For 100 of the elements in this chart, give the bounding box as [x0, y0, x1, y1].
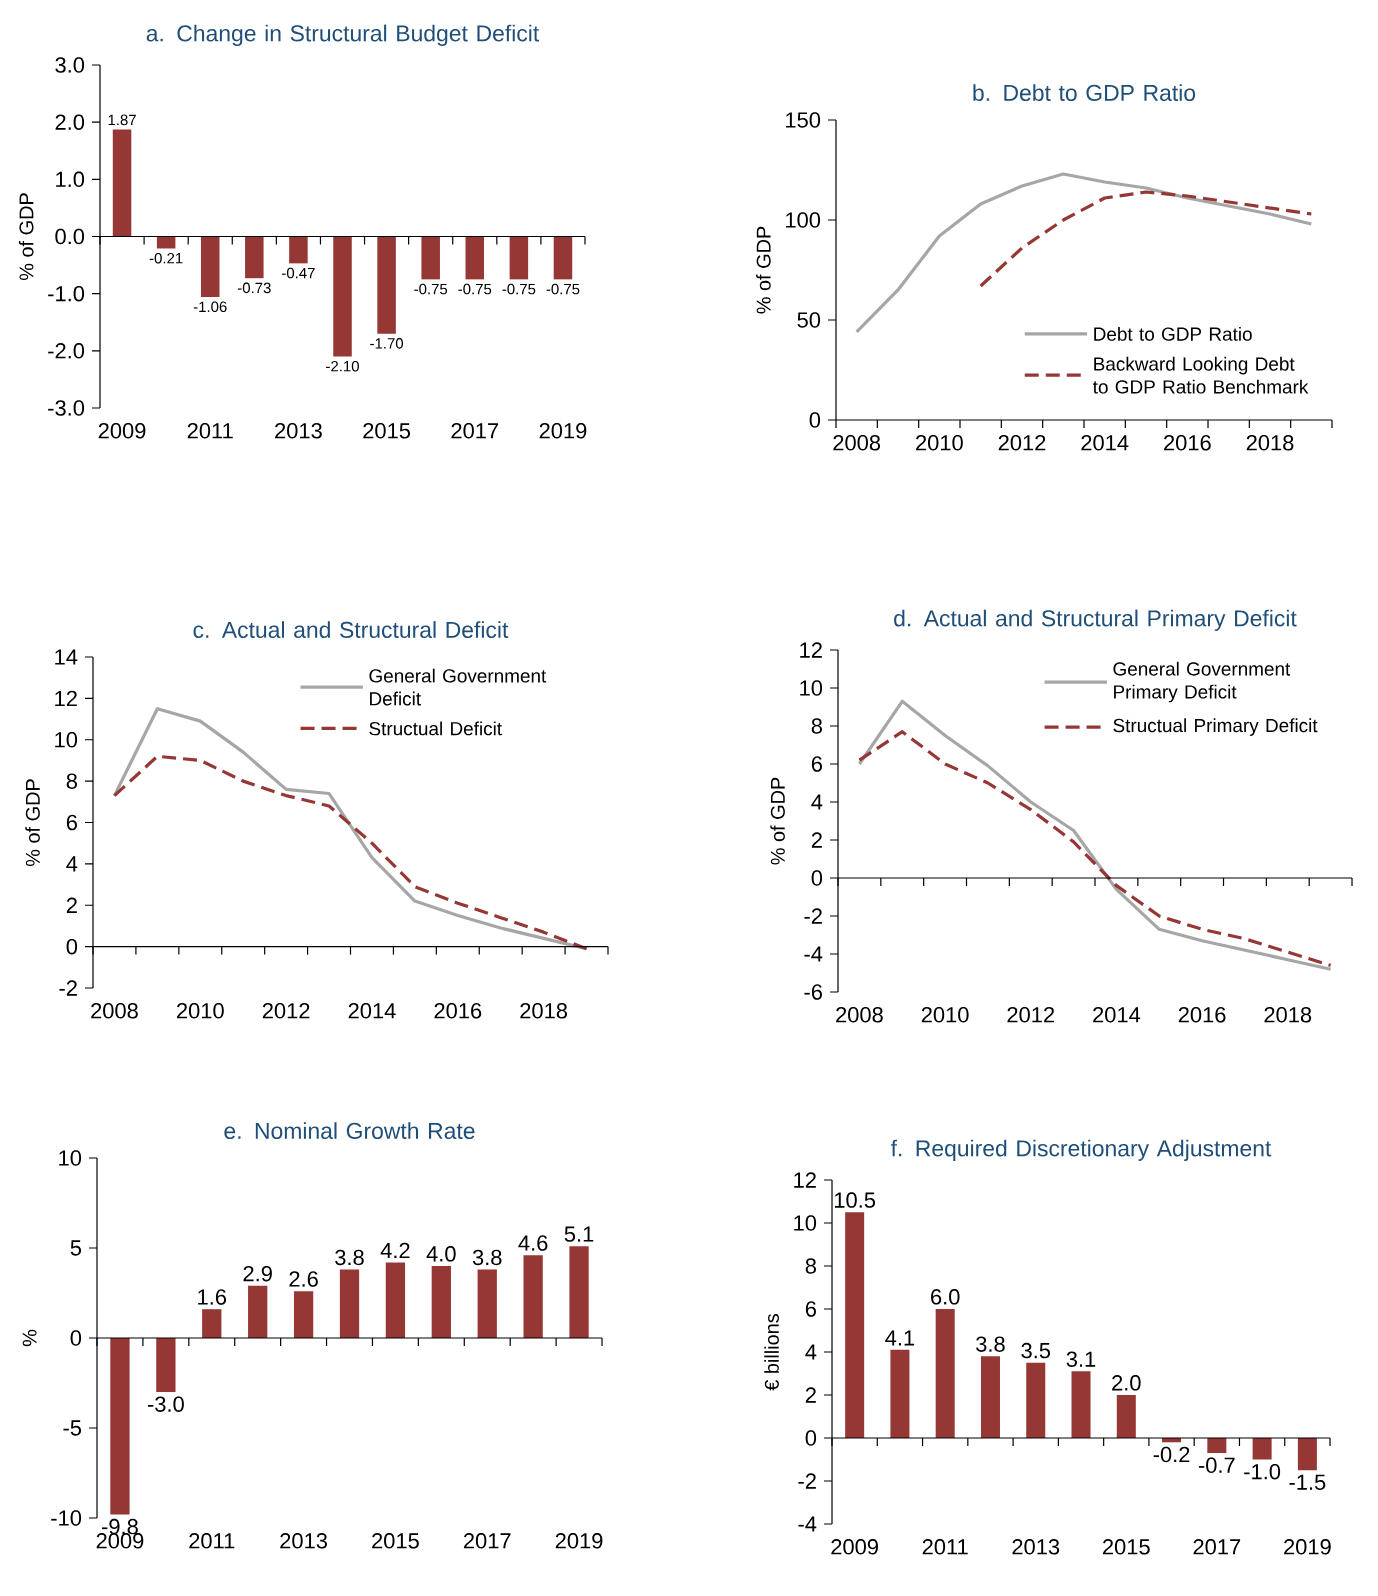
data-label: -0.21	[149, 252, 183, 264]
bar	[293, 1291, 314, 1338]
legend-label: Structual Deficit	[369, 721, 502, 736]
data-label: -0.47	[282, 267, 315, 279]
y-tick-label: 6	[66, 814, 77, 831]
x-tick-label: 2017	[1193, 1539, 1241, 1555]
data-label: 3.8	[976, 1336, 1005, 1352]
x-tick-label: 2009	[831, 1539, 878, 1555]
data-label: -0.75	[414, 283, 448, 295]
y-tick-label: -3.0	[48, 400, 85, 416]
x-tick-label: 2018	[520, 1003, 568, 1019]
bar	[1026, 1362, 1046, 1438]
x-tick-label: 2010	[177, 1003, 224, 1019]
y-tick-label: -1.0	[48, 285, 85, 302]
data-label: 2.9	[243, 1265, 272, 1282]
y-tick-label: 0	[70, 1330, 82, 1346]
y-tick-label: 12	[800, 642, 822, 658]
bar	[156, 1338, 176, 1392]
y-tick-label: 4	[805, 1344, 817, 1360]
y-tick-label: 2.0	[55, 114, 85, 130]
bar	[935, 1309, 955, 1438]
bar	[523, 1255, 543, 1338]
y-tick-label: -5	[63, 1420, 82, 1436]
y-tick-label: 10	[794, 1215, 817, 1231]
x-tick-label: 2010	[921, 1007, 969, 1023]
bar	[1207, 1438, 1227, 1454]
y-tick-label: 1.0	[56, 171, 85, 188]
x-tick-label: 2011	[187, 423, 233, 439]
y-axis-title: € billions	[764, 1313, 779, 1391]
y-tick-label: 50	[797, 312, 821, 328]
bar	[890, 1349, 910, 1438]
legend-label: Debt to GDP Ratio	[1094, 326, 1252, 341]
data-label: 4.2	[380, 1242, 410, 1258]
bar	[431, 1266, 451, 1338]
data-label: 3.8	[335, 1249, 364, 1266]
x-tick-label: 2019	[539, 423, 587, 439]
legend-label: Backward Looking Debt to GDP Ratio Benchmark	[1092, 356, 1309, 394]
x-tick-label: 2019	[555, 1533, 603, 1549]
x-tick-label: 2014	[348, 1003, 396, 1019]
bar	[1071, 1371, 1091, 1438]
data-label: 3.8	[472, 1249, 502, 1266]
x-tick-label: 2010	[916, 435, 963, 451]
y-tick-label: 10	[55, 732, 78, 748]
x-tick-label: 2016	[1164, 435, 1211, 451]
x-tick-label: 2017	[463, 1533, 511, 1549]
data-label: -9.8	[102, 1518, 138, 1535]
y-tick-label: 12	[55, 690, 77, 707]
data-label: -0.73	[237, 282, 271, 294]
y-tick-label: 0	[809, 412, 821, 428]
bar	[202, 1309, 222, 1338]
chart-title: f. Required Discretionary Adjustment	[890, 1139, 1272, 1161]
chart-title: b. Debt to GDP Ratio	[973, 84, 1196, 101]
x-tick-label: 2016	[1178, 1007, 1226, 1023]
y-tick-label: -10	[51, 1510, 82, 1526]
x-tick-label: 2013	[275, 423, 322, 439]
chart-title: d. Actual and Structural Primary Deficit	[894, 609, 1297, 631]
y-axis-title: % of GDP	[756, 226, 771, 314]
data-label: -1.70	[370, 338, 404, 349]
y-tick-label: -6	[804, 984, 822, 1000]
chart-title: a. Change in Structural Budget Deficit	[146, 24, 540, 46]
bar	[248, 1285, 268, 1338]
x-tick-label: 2012	[998, 435, 1046, 451]
y-axis-title: % of GDP	[770, 777, 785, 865]
bar	[1297, 1438, 1317, 1471]
bar	[477, 1269, 497, 1338]
y-tick-label: 0	[66, 938, 78, 955]
y-tick-label: 8	[66, 773, 77, 789]
y-axis-title: % of GDP	[18, 193, 34, 281]
data-label: -0.75	[458, 283, 492, 295]
legend-label: General Government Deficit	[369, 668, 547, 706]
data-label: -3.0	[147, 1396, 184, 1412]
x-tick-label: 2014	[1093, 1007, 1141, 1023]
y-tick-label: 6	[805, 1301, 816, 1317]
bar	[980, 1356, 1000, 1438]
data-label: 2.6	[289, 1271, 318, 1287]
y-tick-label: 10	[800, 680, 823, 696]
y-tick-label: 3.0	[55, 57, 85, 73]
x-tick-label: 2014	[1081, 435, 1129, 451]
y-tick-label: 100	[786, 212, 821, 228]
data-label: -2.10	[326, 360, 359, 372]
y-tick-label: 2	[66, 897, 77, 913]
bar	[385, 1262, 406, 1338]
y-tick-label: 0	[805, 1430, 817, 1446]
y-tick-label: 8	[811, 718, 822, 734]
bar	[110, 1338, 130, 1515]
x-tick-label: 2008	[833, 435, 881, 451]
data-label: -0.75	[502, 283, 536, 295]
y-tick-label: 5	[70, 1240, 82, 1256]
y-axis-title: %	[22, 1329, 37, 1347]
x-tick-label: 2013	[280, 1533, 327, 1549]
x-tick-label: 2011	[189, 1533, 235, 1549]
y-tick-label: 0	[811, 870, 823, 886]
bar	[569, 1246, 589, 1338]
y-tick-label: 10	[59, 1150, 82, 1166]
data-label: 1.6	[198, 1289, 227, 1305]
chart-title: c. Actual and Structural Deficit	[193, 621, 509, 638]
x-tick-label: 2019	[1284, 1539, 1331, 1555]
y-tick-label: -2	[804, 908, 822, 924]
data-label: 5.1	[564, 1226, 594, 1242]
y-tick-label: 4	[66, 856, 78, 872]
